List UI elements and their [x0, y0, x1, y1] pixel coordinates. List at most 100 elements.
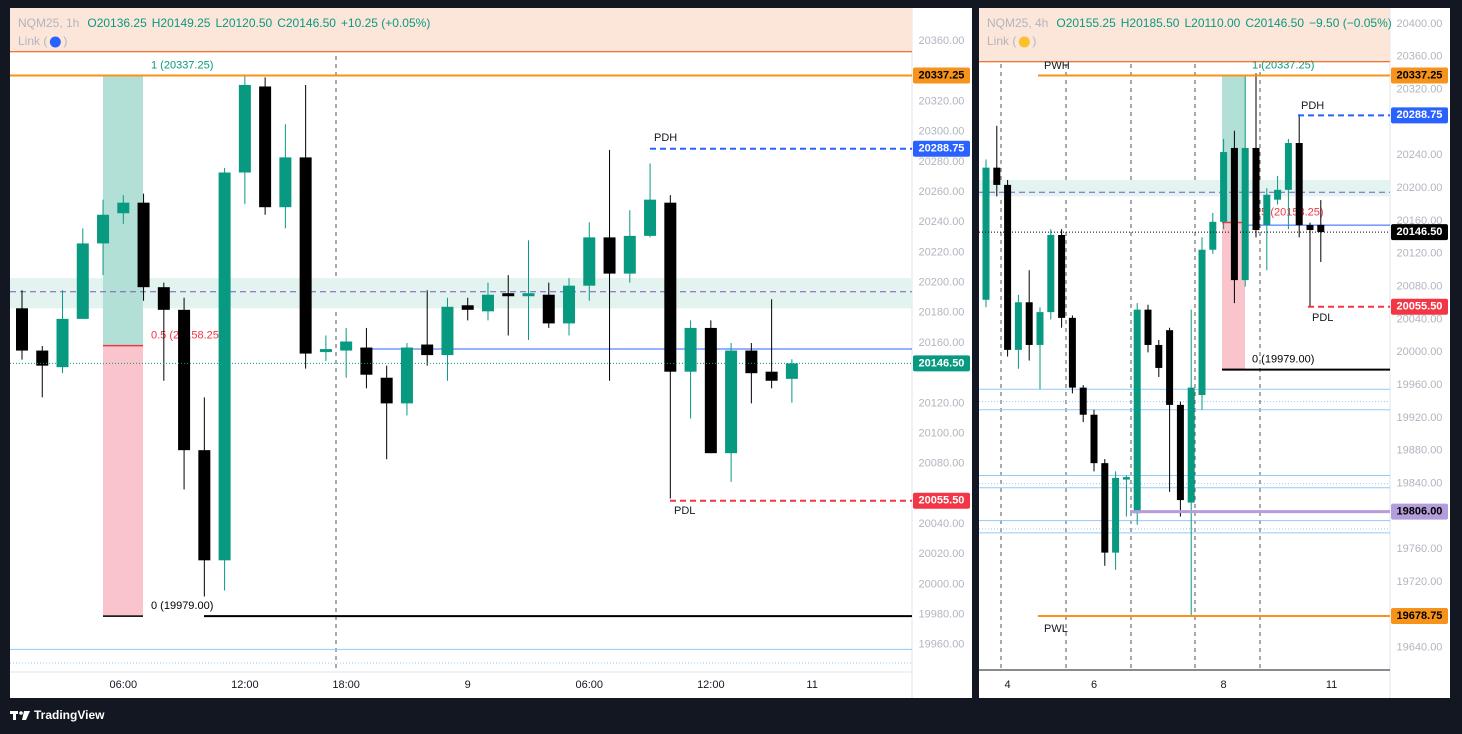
candle-body — [1295, 143, 1303, 226]
candle-body — [441, 306, 454, 356]
candle-body — [623, 235, 636, 274]
brand: TradingView — [34, 708, 105, 722]
y-tick-label: 20240.00 — [1397, 149, 1443, 161]
y-tick-label: 20100.00 — [919, 427, 965, 439]
price-tag-label: 19678.75 — [1397, 610, 1443, 622]
candle-body — [1122, 477, 1130, 480]
candle-body — [1241, 147, 1249, 281]
candle-body — [421, 344, 434, 356]
x-tick-label: 12:00 — [697, 679, 725, 691]
x-tick-label: 11 — [806, 679, 817, 691]
y-tick-label: 20320.00 — [919, 95, 965, 107]
x-tick-label: 6 — [1091, 679, 1097, 691]
candle-body — [982, 167, 990, 300]
link-dot — [49, 36, 61, 48]
symbol: NQM25, 4h — [987, 16, 1048, 30]
candle-body — [1144, 309, 1152, 345]
candle-body — [1209, 221, 1217, 250]
candle-body — [785, 363, 798, 379]
x-tick-label: 4 — [1005, 679, 1011, 691]
candle-body — [1047, 234, 1055, 313]
candle-body — [1166, 330, 1174, 405]
annotation: PDL — [674, 505, 695, 517]
link-close: ) — [1032, 34, 1036, 48]
candle-body — [1036, 312, 1044, 345]
price-tag-label: 19806.00 — [1397, 505, 1443, 517]
candle-body — [137, 202, 150, 288]
candle-body — [603, 237, 616, 274]
y-tick-label: 20120.00 — [1397, 248, 1443, 260]
x-tick-label: 8 — [1221, 679, 1227, 691]
candle-body — [644, 199, 657, 236]
y-tick-label: 20240.00 — [919, 216, 965, 228]
candle-body — [1112, 477, 1120, 553]
candle-body — [16, 308, 28, 351]
price-tag — [1391, 298, 1448, 315]
candle-body — [725, 350, 738, 454]
fib-zone — [103, 345, 143, 617]
ohlc-value: +10.25 (+0.05%) — [341, 16, 430, 30]
annotation: PWL — [1044, 623, 1068, 635]
x-tick-label: 9 — [465, 679, 471, 691]
y-tick-label: 20000.00 — [919, 578, 965, 590]
y-tick-label: 19980.00 — [919, 609, 965, 621]
y-tick-label: 20080.00 — [1397, 281, 1443, 293]
right-pane — [979, 8, 1450, 698]
price-tag — [913, 492, 970, 509]
link-text: Link ( — [18, 34, 47, 48]
candle-body — [1176, 404, 1184, 501]
annotation: PDH — [1301, 100, 1324, 112]
price-tag-label: 20146.50 — [919, 357, 965, 369]
ohlc-value: C20146.50 — [1245, 16, 1304, 30]
candle-body — [178, 309, 191, 451]
y-tick-label: 19880.00 — [1397, 445, 1443, 457]
candle-body — [259, 86, 272, 208]
candle-body — [1230, 147, 1238, 281]
link-text: Link ( — [987, 34, 1016, 48]
session-separators — [335, 8, 1261, 672]
legend-header: NQM25, 1h O20136.25 H20149.25 L20120.50 C201… — [18, 16, 430, 30]
candle-body — [340, 341, 353, 351]
candle-body — [1025, 302, 1033, 345]
candle-body — [360, 347, 373, 375]
candle-body — [97, 214, 110, 244]
candle-body — [1079, 387, 1087, 415]
x-tick-label: 06:00 — [576, 679, 604, 691]
candle-body — [1155, 344, 1163, 368]
y-tick-label: 20000.00 — [1397, 346, 1443, 358]
price-tag-label: 20288.75 — [1397, 109, 1443, 121]
y-tick-label: 20040.00 — [1397, 313, 1443, 325]
y-tick-label: 19720.00 — [1397, 576, 1443, 588]
left-pane — [10, 8, 972, 698]
ohlc-value: C20146.50 — [277, 16, 336, 30]
candle-body — [583, 237, 596, 286]
y-tick-label: 20220.00 — [919, 246, 965, 258]
y-tick-label: 20200.00 — [919, 277, 965, 289]
ohlc-value: H20185.50 — [1121, 16, 1180, 30]
price-tag-label: 20146.50 — [1397, 226, 1443, 238]
candle-body — [1263, 194, 1271, 226]
y-tick-label: 20200.00 — [1397, 182, 1443, 194]
link-close: ) — [63, 34, 67, 48]
y-tick-label: 20400.00 — [1397, 18, 1443, 30]
candle-body — [157, 287, 170, 310]
y-tick-label: 20360.00 — [1397, 51, 1443, 63]
candle-body — [1004, 184, 1012, 350]
candle-body — [502, 293, 515, 297]
x-tick-label: 06:00 — [110, 679, 138, 691]
candle-body — [1187, 387, 1195, 503]
y-tick-label: 20320.00 — [1397, 84, 1443, 96]
price-tag — [1391, 608, 1448, 625]
y-tick-label: 19960.00 — [919, 639, 965, 651]
fib-label: 0 (19979.00) — [1252, 353, 1314, 365]
zone — [10, 8, 912, 52]
price-tag-label: 20288.75 — [919, 143, 965, 155]
fib-label: 0 (19979.00) — [151, 600, 213, 612]
brand-logo — [10, 711, 30, 720]
y-tick-label: 20160.00 — [1397, 215, 1443, 227]
fib-zone — [1222, 222, 1245, 370]
x-tick-label: 12:00 — [231, 679, 259, 691]
candle-body — [993, 167, 1001, 185]
y-tick-label: 20180.00 — [919, 307, 965, 319]
chart-layer: 1 (20337.25) 0.5 (20158.25) 0 (19979.00) 20… — [10, 8, 1448, 691]
